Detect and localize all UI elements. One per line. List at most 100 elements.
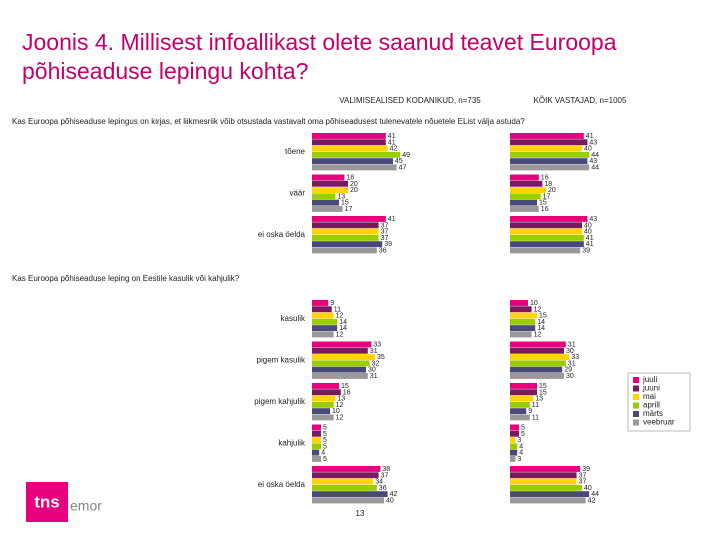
bar (312, 395, 336, 402)
value-label: 37 (579, 472, 587, 479)
value-label: 47 (399, 164, 407, 171)
value-label: 20 (350, 187, 358, 194)
bar (510, 199, 537, 206)
bar (510, 158, 588, 165)
legend-swatch (633, 385, 639, 392)
bar (510, 318, 536, 325)
value-label: 12 (534, 306, 542, 313)
value-label: 20 (548, 187, 556, 194)
bar (312, 389, 341, 396)
value-label: 13 (535, 396, 543, 403)
bar (312, 347, 368, 354)
value-label: 38 (382, 466, 390, 473)
bar (312, 145, 388, 152)
value-label: 14 (339, 325, 347, 332)
bar (312, 180, 348, 187)
value-label: 5 (323, 424, 327, 431)
value-label: 9 (528, 408, 532, 415)
value-label: 16 (541, 174, 549, 181)
value-label: 31 (568, 341, 576, 348)
bar (312, 341, 372, 348)
value-label: 11 (532, 414, 539, 421)
value-label: 41 (388, 216, 396, 223)
category-label: tõene (285, 147, 306, 156)
value-label: 4 (519, 450, 523, 457)
value-label: 5 (521, 424, 525, 431)
value-label: 45 (395, 158, 403, 165)
bar (510, 401, 530, 408)
value-label: 44 (591, 164, 599, 171)
value-label: 15 (539, 389, 547, 396)
bar (510, 395, 534, 402)
bar (510, 484, 582, 491)
legend-swatch (633, 419, 639, 426)
category-label: kahjulik (278, 439, 306, 448)
logo-box (26, 482, 68, 522)
chart-title: Joonis 4. Millisest infoallikast olete s… (22, 29, 617, 84)
value-label: 36 (379, 485, 387, 492)
value-label: 20 (350, 181, 358, 188)
bar (510, 247, 581, 254)
bar (510, 383, 537, 389)
value-label: 5 (323, 431, 327, 438)
value-label: 36 (379, 247, 387, 254)
value-label: 13 (337, 193, 345, 200)
category-label: kasulik (281, 314, 306, 323)
bar (510, 414, 530, 421)
value-label: 15 (539, 383, 547, 390)
value-label: 37 (381, 222, 389, 229)
bar (510, 389, 537, 396)
bar (312, 241, 383, 248)
bar (312, 206, 343, 212)
bar (510, 424, 519, 431)
bar (312, 491, 388, 498)
question-text: Kas Euroopa põhiseaduse lepingus on kirj… (12, 117, 525, 126)
bar (312, 466, 381, 472)
value-label: 40 (584, 229, 592, 236)
bar (312, 325, 338, 332)
bar (510, 472, 577, 479)
bar (312, 306, 332, 313)
bar (312, 497, 384, 504)
bar (510, 449, 518, 456)
bar (312, 443, 321, 450)
bar (312, 187, 348, 193)
bar (312, 449, 320, 456)
category-label: ei oska öelda (258, 230, 306, 239)
value-label: 16 (343, 389, 351, 396)
bar (312, 484, 377, 491)
value-label: 33 (373, 341, 381, 348)
value-label: 5 (323, 443, 327, 450)
value-label: 12 (336, 402, 344, 409)
bar (510, 430, 519, 437)
value-label: 42 (390, 146, 398, 153)
bar (510, 331, 532, 338)
legend-label: aprill (643, 401, 660, 410)
bar (312, 133, 386, 139)
bar (312, 174, 345, 181)
bar (312, 354, 375, 360)
bar (312, 373, 368, 379)
bar (510, 456, 516, 462)
value-label: 35 (377, 354, 385, 361)
bar (510, 497, 586, 504)
bar (510, 180, 543, 187)
value-label: 34 (375, 479, 383, 486)
value-label: 12 (336, 414, 344, 421)
value-label: 12 (336, 331, 344, 338)
bar (510, 151, 590, 158)
bar (510, 241, 584, 248)
legend-label: märts (643, 409, 663, 418)
bar (312, 234, 379, 241)
bar (510, 347, 564, 354)
bar (510, 133, 584, 139)
value-label: 15 (539, 200, 547, 207)
value-label: 31 (370, 373, 378, 380)
bar (510, 325, 536, 332)
bar (510, 341, 566, 348)
bar (510, 360, 566, 367)
value-label: 4 (321, 450, 325, 457)
bar (510, 187, 546, 193)
